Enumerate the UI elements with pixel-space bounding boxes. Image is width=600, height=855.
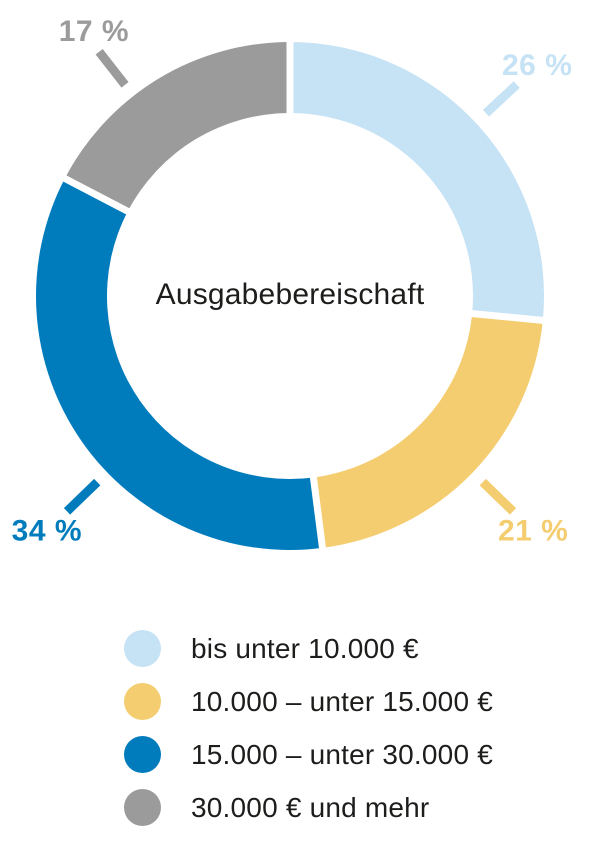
legend-swatch-circle-3 <box>124 789 161 826</box>
donut-segment-3 <box>64 42 290 212</box>
donut-chart: 26 % 21 % 34 % 17 % <box>11 15 572 554</box>
percent-leader-tick-1 <box>479 478 517 515</box>
legend-item-3: 30.000 € und mehr <box>124 789 493 826</box>
segment-separator-1 <box>466 309 549 325</box>
segment-separator-3 <box>58 173 134 217</box>
percent-label-2: 34 % <box>12 514 82 547</box>
segment-separator-2 <box>309 472 327 554</box>
percent-label-0: 26 % <box>502 49 572 82</box>
donut-segment-0 <box>290 42 545 321</box>
legend-item-2: 15.000 – unter 30.000 € <box>124 736 493 773</box>
legend-label-2: 15.000 – unter 30.000 € <box>191 738 493 770</box>
donut-chart-area: 26 % 21 % 34 % 17 % Ausgabebereischaft <box>11 15 572 554</box>
legend-item-0: bis unter 10.000 € <box>124 630 493 667</box>
donut-center-label: Ausgabebereischaft <box>155 278 425 311</box>
chart-legend: bis unter 10.000 € 10.000 – unter 15.000 … <box>124 630 493 826</box>
donut-segment-1 <box>313 313 543 548</box>
legend-swatch-circle-0 <box>124 630 161 667</box>
legend-swatch-circle-2 <box>124 736 161 773</box>
legend-swatch-circle-1 <box>124 683 161 720</box>
percent-leader-tick-3 <box>95 48 129 88</box>
legend-label-3: 30.000 € und mehr <box>191 791 430 823</box>
legend-item-1: 10.000 – unter 15.000 € <box>124 683 493 720</box>
percent-leader-tick-2 <box>63 478 101 515</box>
legend-label-1: 10.000 – unter 15.000 € <box>191 685 493 717</box>
percent-label-3: 17 % <box>59 15 129 48</box>
legend-label-0: bis unter 10.000 € <box>191 632 419 664</box>
donut-segment-2 <box>36 178 323 550</box>
percent-leader-tick-0 <box>482 81 520 117</box>
percent-label-1: 21 % <box>498 514 568 547</box>
